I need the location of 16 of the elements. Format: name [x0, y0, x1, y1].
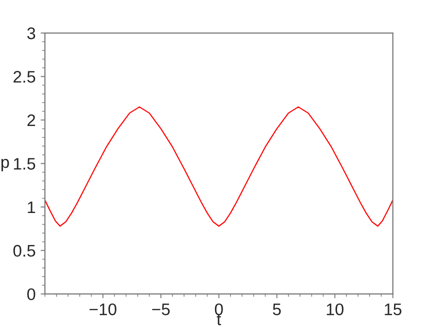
- x-tick-label: −5: [152, 304, 170, 316]
- x-axis-title: t: [216, 314, 222, 326]
- x-tick-label: −10: [90, 303, 116, 316]
- y-tick-label: 1: [28, 202, 36, 214]
- x-tick-label: 0: [214, 303, 223, 316]
- x-tick-label: 5: [272, 304, 281, 316]
- y-tick-label: 2: [27, 114, 36, 126]
- y-tick-label: 0.5: [13, 244, 36, 257]
- y-axis-title: p: [1, 158, 9, 172]
- x-tick-label: 10: [326, 303, 344, 316]
- y-tick-label: 1.5: [14, 158, 36, 170]
- x-tick-label: 15: [384, 304, 402, 316]
- y-tick-label: 3: [27, 27, 36, 40]
- line-series: [44, 106, 393, 227]
- y-tick-label: 2.5: [14, 70, 36, 83]
- y-tick-label: 0: [27, 288, 36, 300]
